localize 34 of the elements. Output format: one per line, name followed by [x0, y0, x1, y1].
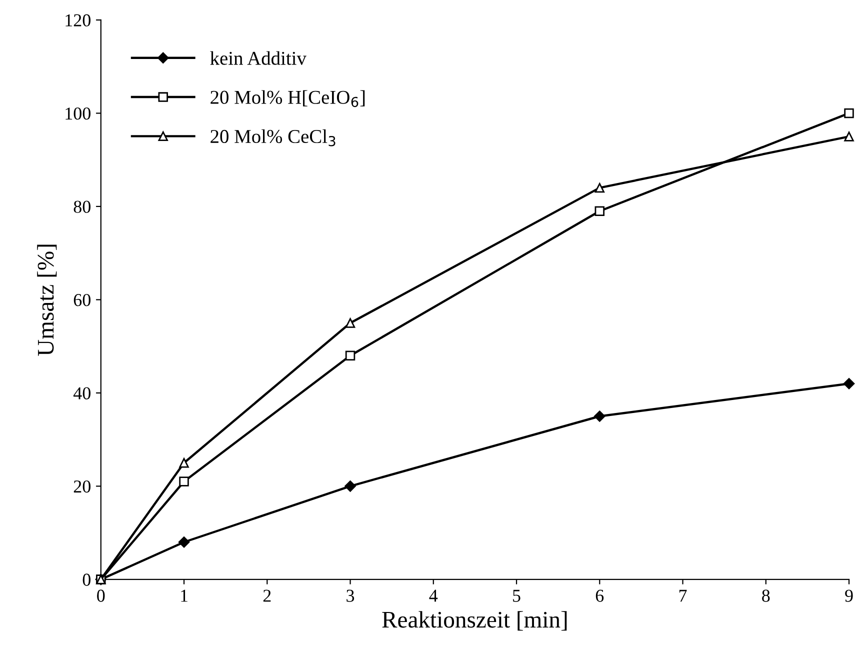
point [844, 132, 854, 142]
point [844, 108, 854, 118]
point [178, 536, 190, 548]
point [843, 378, 855, 390]
y-tick-label: 40 [73, 387, 90, 400]
point [345, 350, 356, 361]
point [594, 182, 604, 193]
y-tick-label: 120 [66, 14, 90, 26]
x-tick-label: 7 [679, 590, 687, 602]
x-tick-label: 6 [596, 590, 604, 602]
x-tick-label: 8 [762, 590, 770, 602]
y-axis-title: Umsatz [%] [37, 244, 57, 356]
x-tick-label: 1 [181, 590, 188, 602]
y-tick-label: 80 [74, 200, 90, 213]
x-axis-title: Reaktionszeit [min] [382, 611, 567, 631]
x-tick-label: 3 [346, 590, 354, 602]
y-tick-label: 100 [66, 107, 90, 120]
y-tick-label: 60 [74, 294, 90, 306]
point [594, 410, 606, 422]
point [179, 458, 189, 468]
point [594, 206, 604, 216]
point [344, 480, 356, 492]
x-tick-label: 5 [513, 590, 520, 602]
x-tick-label: 0 [97, 590, 105, 602]
y-tick-label: 0 [82, 574, 90, 586]
x-tick-label: 9 [845, 590, 853, 602]
legend-label: 20 Mol% CeCl$_{3}$ [210, 129, 336, 146]
legend-label: 20 Mol% H[CeIO$_{6}$] [210, 90, 365, 108]
y-tick-label: 20 [74, 480, 90, 493]
point [345, 318, 356, 328]
legend-label: kein Additiv [210, 51, 306, 65]
point [179, 476, 189, 486]
x-tick-label: 2 [263, 590, 271, 602]
x-tick-label: 4 [429, 590, 438, 602]
